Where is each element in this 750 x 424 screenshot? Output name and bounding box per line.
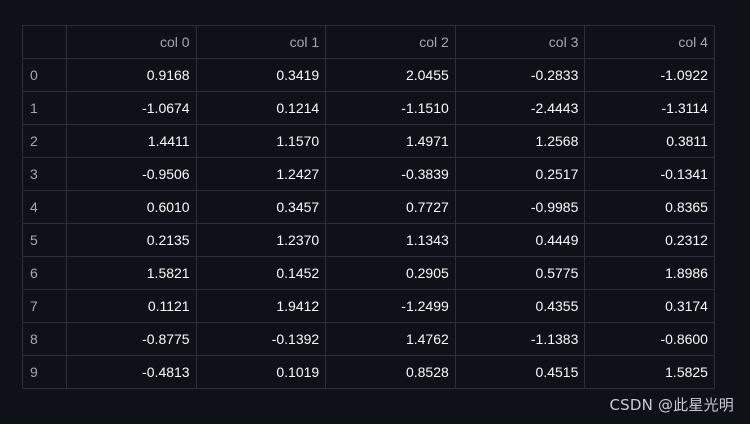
table-row: 7 0.1121 1.9412 -1.2499 0.4355 0.3174	[22, 289, 715, 323]
table-cell[interactable]: 0.2312	[584, 223, 715, 257]
table-cell[interactable]: 1.5821	[66, 256, 197, 290]
table-cell[interactable]: -0.1392	[195, 322, 327, 356]
row-index: 8	[22, 322, 67, 356]
index-header	[22, 25, 67, 59]
table-cell[interactable]: 0.4515	[454, 355, 586, 389]
table-cell[interactable]: -0.4813	[66, 355, 197, 389]
table-cell[interactable]: 0.3419	[195, 58, 327, 92]
table-row: 2 1.4411 1.1570 1.4971 1.2568 0.3811	[22, 124, 715, 158]
row-index: 9	[22, 355, 67, 389]
table-cell[interactable]: 1.2370	[195, 223, 327, 257]
row-index: 3	[22, 157, 67, 191]
table-row: 8 -0.8775 -0.1392 1.4762 -1.1383 -0.8600	[22, 322, 715, 356]
table-cell[interactable]: 0.4449	[454, 223, 586, 257]
table-row: 0 0.9168 0.3419 2.0455 -0.2833 -1.0922	[22, 58, 715, 92]
table-cell[interactable]: -0.9985	[454, 190, 586, 224]
table-cell[interactable]: 0.8365	[584, 190, 715, 224]
column-header[interactable]: col 2	[325, 25, 456, 59]
table-cell[interactable]: 0.2517	[454, 157, 586, 191]
table-cell[interactable]: 1.2568	[454, 124, 586, 158]
column-header[interactable]: col 0	[66, 25, 197, 59]
table-cell[interactable]: 0.1214	[195, 91, 327, 125]
table-row: 4 0.6010 0.3457 0.7727 -0.9985 0.8365	[22, 190, 715, 224]
table-cell[interactable]: 0.1452	[195, 256, 327, 290]
table-cell[interactable]: 0.1019	[195, 355, 327, 389]
table-cell[interactable]: -0.2833	[454, 58, 586, 92]
table-cell[interactable]: 0.2905	[325, 256, 456, 290]
row-index: 5	[22, 223, 67, 257]
table-cell[interactable]: -0.8775	[66, 322, 197, 356]
table-cell[interactable]: 0.3174	[584, 289, 715, 323]
table-row: 1 -1.0674 0.1214 -1.1510 -2.4443 -1.3114	[22, 91, 715, 125]
table-cell[interactable]: -1.3114	[584, 91, 715, 125]
table-row: 6 1.5821 0.1452 0.2905 0.5775 1.8986	[22, 256, 715, 290]
table-cell[interactable]: 0.2135	[66, 223, 197, 257]
table-cell[interactable]: 1.4762	[325, 322, 456, 356]
table-cell[interactable]: 0.8528	[325, 355, 456, 389]
table-cell[interactable]: -2.4443	[454, 91, 586, 125]
table-cell[interactable]: 0.4355	[454, 289, 586, 323]
row-index: 4	[22, 190, 67, 224]
row-index: 6	[22, 256, 67, 290]
table-cell[interactable]: -1.2499	[325, 289, 456, 323]
row-index: 7	[22, 289, 67, 323]
table-cell[interactable]: -0.9506	[66, 157, 197, 191]
table-cell[interactable]: -1.0922	[584, 58, 715, 92]
header-row: col 0 col 1 col 2 col 3 col 4	[22, 25, 715, 59]
table-cell[interactable]: -0.3839	[325, 157, 456, 191]
table-cell[interactable]: 1.4411	[66, 124, 197, 158]
table-cell[interactable]: -1.1383	[454, 322, 586, 356]
table-cell[interactable]: 0.5775	[454, 256, 586, 290]
table-cell[interactable]: -0.1341	[584, 157, 715, 191]
table-cell[interactable]: 1.9412	[195, 289, 327, 323]
table-cell[interactable]: 0.9168	[66, 58, 197, 92]
table-row: 5 0.2135 1.2370 1.1343 0.4449 0.2312	[22, 223, 715, 257]
table-row: 3 -0.9506 1.2427 -0.3839 0.2517 -0.1341	[22, 157, 715, 191]
table-cell[interactable]: 0.7727	[325, 190, 456, 224]
table-cell[interactable]: 0.6010	[66, 190, 197, 224]
column-header[interactable]: col 1	[195, 25, 327, 59]
table-cell[interactable]: 2.0455	[325, 58, 456, 92]
table-row: 9 -0.4813 0.1019 0.8528 0.4515 1.5825	[22, 355, 715, 389]
dataframe-table: col 0 col 1 col 2 col 3 col 4 0 0.9168 0…	[22, 25, 715, 389]
table-cell[interactable]: 1.4971	[325, 124, 456, 158]
table-cell[interactable]: 1.1570	[195, 124, 327, 158]
column-header[interactable]: col 4	[584, 25, 715, 59]
row-index: 0	[22, 58, 67, 92]
table-cell[interactable]: 0.1121	[66, 289, 197, 323]
table-cell[interactable]: 1.2427	[195, 157, 327, 191]
table-cell[interactable]: 1.1343	[325, 223, 456, 257]
watermark-text: CSDN @此星光明	[609, 396, 734, 414]
row-index: 2	[22, 124, 67, 158]
row-index: 1	[22, 91, 67, 125]
table-cell[interactable]: -1.1510	[325, 91, 456, 125]
table-cell[interactable]: 1.8986	[584, 256, 715, 290]
table-cell[interactable]: -1.0674	[66, 91, 197, 125]
table-cell[interactable]: 0.3457	[195, 190, 327, 224]
table-cell[interactable]: 0.3811	[584, 124, 715, 158]
column-header[interactable]: col 3	[454, 25, 586, 59]
table-cell[interactable]: -0.8600	[584, 322, 715, 356]
table-cell[interactable]: 1.5825	[584, 355, 715, 389]
